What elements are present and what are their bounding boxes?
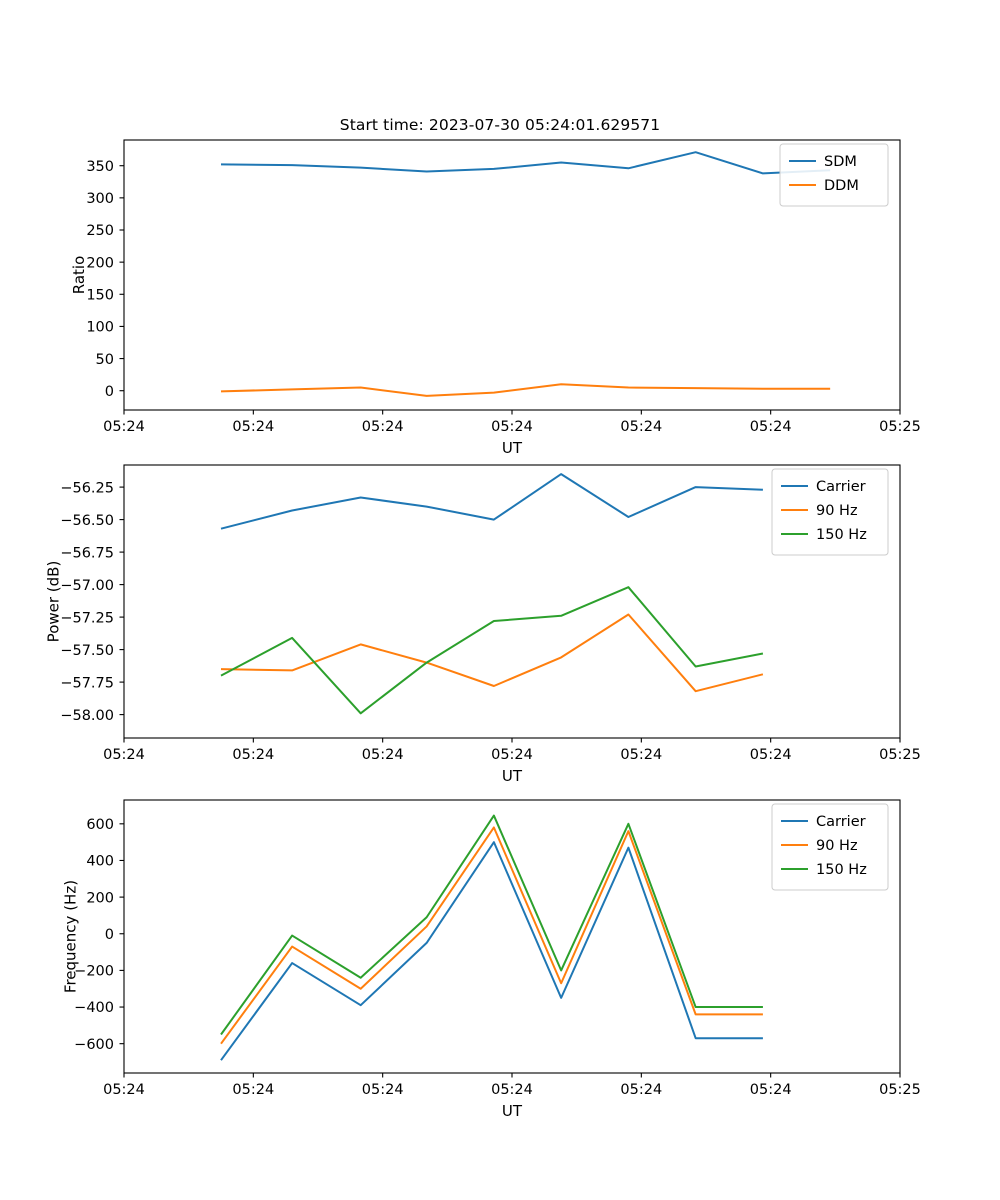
y-tick-label: −57.25 [60, 610, 114, 626]
y-tick-label: 100 [86, 320, 114, 336]
y-axis-label: Ratio [70, 256, 88, 295]
x-tick-label: 05:24 [232, 419, 274, 435]
y-tick-label: 600 [86, 817, 114, 833]
x-tick-label: 05:24 [362, 1082, 404, 1098]
legend-label-carrier: Carrier [816, 479, 866, 495]
y-tick-label: 200 [86, 890, 114, 906]
y-tick-label: −57.00 [60, 578, 114, 594]
x-tick-label: 05:24 [103, 419, 145, 435]
figure-title: Start time: 2023-07-30 05:24:01.629571 [339, 116, 661, 134]
series-line-150-hz [220, 814, 763, 1036]
y-tick-label: 200 [86, 255, 114, 271]
x-tick-label: 05:24 [620, 747, 662, 763]
series-line-sdm [220, 151, 831, 175]
subplot-ratio: 05:24 05:24 05:24 05:24 05:24 05:24 05:25 0 50 10… [0, 130, 1000, 460]
x-axis-label: UT [502, 1102, 523, 1120]
y-tick-label: −57.75 [60, 675, 114, 691]
y-tick-label: −56.75 [60, 545, 114, 561]
subplot-frequency: 05:24 05:24 05:24 05:24 05:24 05:24 05:25 −600 −… [0, 790, 1000, 1130]
legend-label-90-hz: 90 Hz [816, 503, 858, 519]
y-tick-label: 0 [105, 384, 114, 400]
y-axis-label: Power (dB) [44, 561, 62, 643]
y-tick-label: 300 [86, 191, 114, 207]
y-tick-label: −57.50 [60, 643, 114, 659]
y-tick-label: 400 [86, 854, 114, 870]
y-tick-label: −58.00 [60, 708, 114, 724]
legend-label-150-hz: 150 Hz [816, 527, 867, 543]
x-tick-label: 05:25 [879, 747, 921, 763]
x-tick-label: 05:24 [103, 1082, 145, 1098]
y-tick-label: 350 [86, 159, 114, 175]
legend-label-ddm: DDM [824, 178, 859, 194]
series-line-90-hz [220, 826, 763, 1045]
x-axis-label: UT [502, 767, 523, 785]
y-tick-label: −400 [74, 1000, 114, 1016]
series-line-carrier [220, 473, 763, 530]
x-tick-label: 05:24 [232, 1082, 274, 1098]
series-line-carrier [220, 841, 763, 1061]
y-axis-label: Frequency (Hz) [62, 880, 80, 993]
x-tick-label: 05:24 [620, 1082, 662, 1098]
subplot-power: 05:24 05:24 05:24 05:24 05:24 05:24 05:25 −58.0… [0, 455, 1000, 795]
x-axis-label: UT [502, 439, 523, 457]
x-tick-label: 05:25 [879, 1082, 921, 1098]
y-tick-label: −56.25 [60, 480, 114, 496]
x-tick-label: 05:24 [491, 1082, 533, 1098]
y-tick-label: 250 [86, 223, 114, 239]
legend-label-90-hz: 90 Hz [816, 838, 858, 854]
x-tick-label: 05:24 [362, 747, 404, 763]
x-tick-label: 05:24 [491, 747, 533, 763]
legend-box [779, 143, 889, 207]
y-tick-label: −600 [74, 1037, 114, 1053]
x-tick-label: 05:24 [103, 747, 145, 763]
x-tick-label: 05:24 [620, 419, 662, 435]
x-tick-label: 05:24 [491, 419, 533, 435]
series-line-ddm [220, 383, 831, 397]
series-line-150-hz [220, 586, 764, 715]
x-tick-label: 05:24 [362, 419, 404, 435]
y-tick-label: 150 [86, 287, 114, 303]
y-tick-label: 50 [96, 352, 114, 368]
x-tick-label: 05:24 [750, 747, 792, 763]
y-tick-label: 0 [105, 927, 114, 943]
x-tick-label: 05:24 [750, 1082, 792, 1098]
legend-label-150-hz: 150 Hz [816, 862, 867, 878]
x-tick-label: 05:24 [750, 419, 792, 435]
y-tick-label: −200 [74, 964, 114, 980]
legend-label-sdm: SDM [824, 154, 857, 170]
legend-label-carrier: Carrier [816, 814, 866, 830]
y-tick-label: −56.50 [60, 513, 114, 529]
x-tick-label: 05:25 [879, 419, 921, 435]
x-tick-label: 05:24 [232, 747, 274, 763]
series-line-90-hz [220, 613, 764, 693]
